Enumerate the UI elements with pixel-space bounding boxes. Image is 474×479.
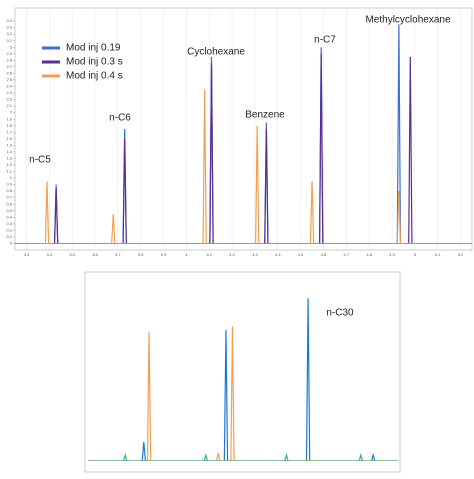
y-tick-label: 1.5 — [6, 142, 12, 147]
y-tick-label: 2.6 — [6, 70, 12, 75]
x-tick-label: 4.6 — [321, 252, 327, 257]
x-tick-label: 3.7 — [115, 252, 121, 257]
peak — [111, 213, 116, 244]
peak — [305, 298, 311, 461]
peak — [318, 53, 324, 244]
y-tick-label: 2.9 — [6, 51, 12, 56]
x-tick-label: 3.4 — [46, 252, 52, 257]
x-tick-label: 4.3 — [252, 252, 258, 257]
y-tick-label: 2.4 — [6, 84, 12, 89]
peak — [371, 452, 376, 461]
peak-annotation: n-C5 — [29, 155, 51, 166]
y-tick-label: 0.9 — [6, 182, 12, 187]
y-tick-label: 1.9 — [6, 116, 12, 121]
y-tick-label: 0.7 — [6, 195, 12, 200]
peak — [44, 181, 50, 244]
y-tick-label: 1.8 — [6, 123, 12, 128]
x-tick-label: 3.5 — [69, 252, 75, 257]
peak — [223, 329, 229, 461]
y-tick-label: 3 — [10, 44, 13, 49]
peak-annotation: Benzene — [245, 110, 285, 121]
x-tick-label: 4.9 — [389, 252, 395, 257]
y-tick-label: 1.6 — [6, 136, 12, 141]
x-tick-label: 4 — [185, 252, 188, 257]
y-tick-label: 3.2 — [6, 31, 12, 36]
plot-frame — [84, 271, 401, 473]
y-tick-label: 0.1 — [6, 234, 12, 239]
y-tick-label: 2.2 — [6, 97, 12, 102]
x-tick-label: 5.1 — [435, 252, 441, 257]
y-tick-label: 3.4 — [6, 18, 12, 23]
x-tick-label: 3.3 — [24, 252, 30, 257]
peak — [396, 24, 402, 244]
y-tick-label: 1.7 — [6, 129, 12, 134]
y-tick-label: 1.4 — [6, 149, 12, 154]
peak — [309, 181, 315, 244]
peak — [230, 326, 235, 461]
legend-label: Mod inj 0.3 s — [66, 57, 123, 68]
x-tick-label: 3.9 — [161, 252, 167, 257]
y-tick-label: 0 — [10, 241, 13, 246]
y-tick-label: 0.3 — [6, 221, 12, 226]
legend-label: Mod inj 0.4 s — [66, 71, 123, 82]
peak — [358, 452, 363, 461]
peak — [408, 57, 413, 244]
peak — [216, 453, 221, 461]
peak-annotation: Cyclohexane — [187, 47, 245, 58]
y-tick-label: 1.2 — [6, 162, 12, 167]
x-tick-label: 4.4 — [275, 252, 281, 257]
y-tick-label: 2.3 — [6, 90, 12, 95]
peak — [141, 441, 146, 461]
y-tick-label: 0.6 — [6, 201, 12, 206]
x-tick-label: 5.2 — [458, 252, 464, 257]
peak — [123, 452, 128, 461]
x-tick-label: 3.6 — [92, 252, 98, 257]
x-tick-label: 4.7 — [344, 252, 350, 257]
peak — [146, 331, 152, 461]
peak — [202, 89, 207, 244]
x-tick-label: 4.8 — [366, 252, 372, 257]
y-tick-label: 2.5 — [6, 77, 12, 82]
legend-label: Mod inj 0.19 — [66, 43, 121, 54]
y-tick-label: 2 — [10, 110, 13, 115]
peak — [255, 125, 260, 244]
peak — [264, 128, 269, 244]
y-tick-label: 0.5 — [6, 208, 12, 213]
y-tick-label: 0.4 — [6, 214, 12, 219]
peak-annotation: n-C30 — [326, 308, 354, 319]
peak — [284, 452, 289, 461]
peak — [203, 452, 208, 461]
x-tick-label: 5 — [414, 252, 417, 257]
plot-frame — [14, 7, 473, 251]
y-tick-label: 0.8 — [6, 188, 12, 193]
x-tick-label: 4.2 — [229, 252, 235, 257]
y-tick-label: 0.2 — [6, 227, 12, 232]
x-tick-label: 4.5 — [298, 252, 304, 257]
y-tick-label: 2.7 — [6, 64, 12, 69]
peak — [396, 191, 402, 244]
peak-annotation: Methylcyclohexane — [365, 15, 450, 26]
y-tick-label: 1 — [10, 175, 13, 180]
y-tick-label: 2.8 — [6, 57, 12, 62]
y-tick-label: 1.1 — [6, 169, 12, 174]
x-tick-label: 3.8 — [138, 252, 144, 257]
peak — [53, 187, 59, 244]
x-tick-label: 4.1 — [206, 252, 212, 257]
peak-annotation: n-C7 — [314, 35, 336, 46]
peak — [209, 63, 214, 244]
y-tick-label: 2.1 — [6, 103, 12, 108]
y-tick-label: 1.3 — [6, 155, 12, 160]
peak-annotation: n-C6 — [109, 113, 131, 124]
peak — [122, 138, 127, 244]
y-tick-label: 3.1 — [6, 38, 12, 43]
y-tick-label: 3.3 — [6, 25, 12, 30]
